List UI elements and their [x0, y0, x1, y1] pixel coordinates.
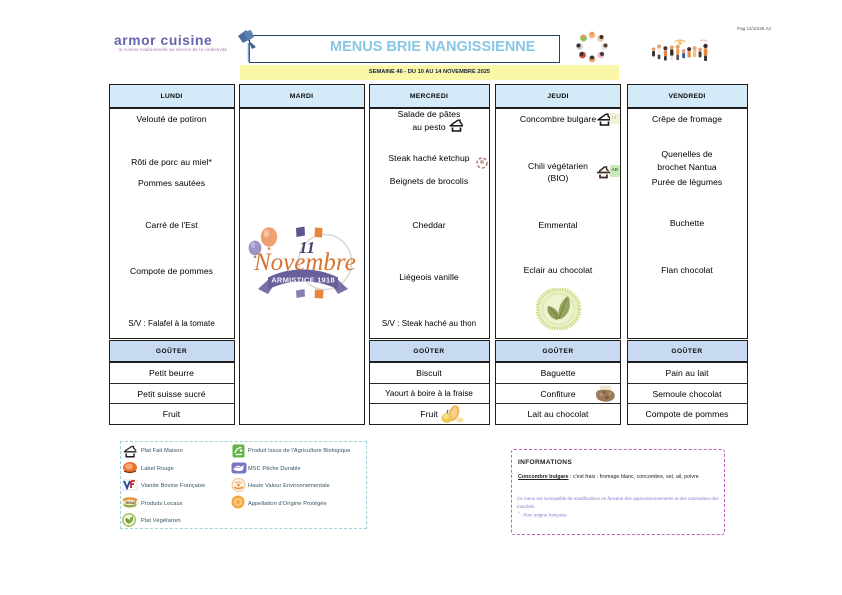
svg-text:ARMISTICE 1918: ARMISTICE 1918: [271, 276, 335, 285]
svg-text:local: local: [126, 500, 136, 505]
svg-text:11: 11: [299, 238, 315, 257]
